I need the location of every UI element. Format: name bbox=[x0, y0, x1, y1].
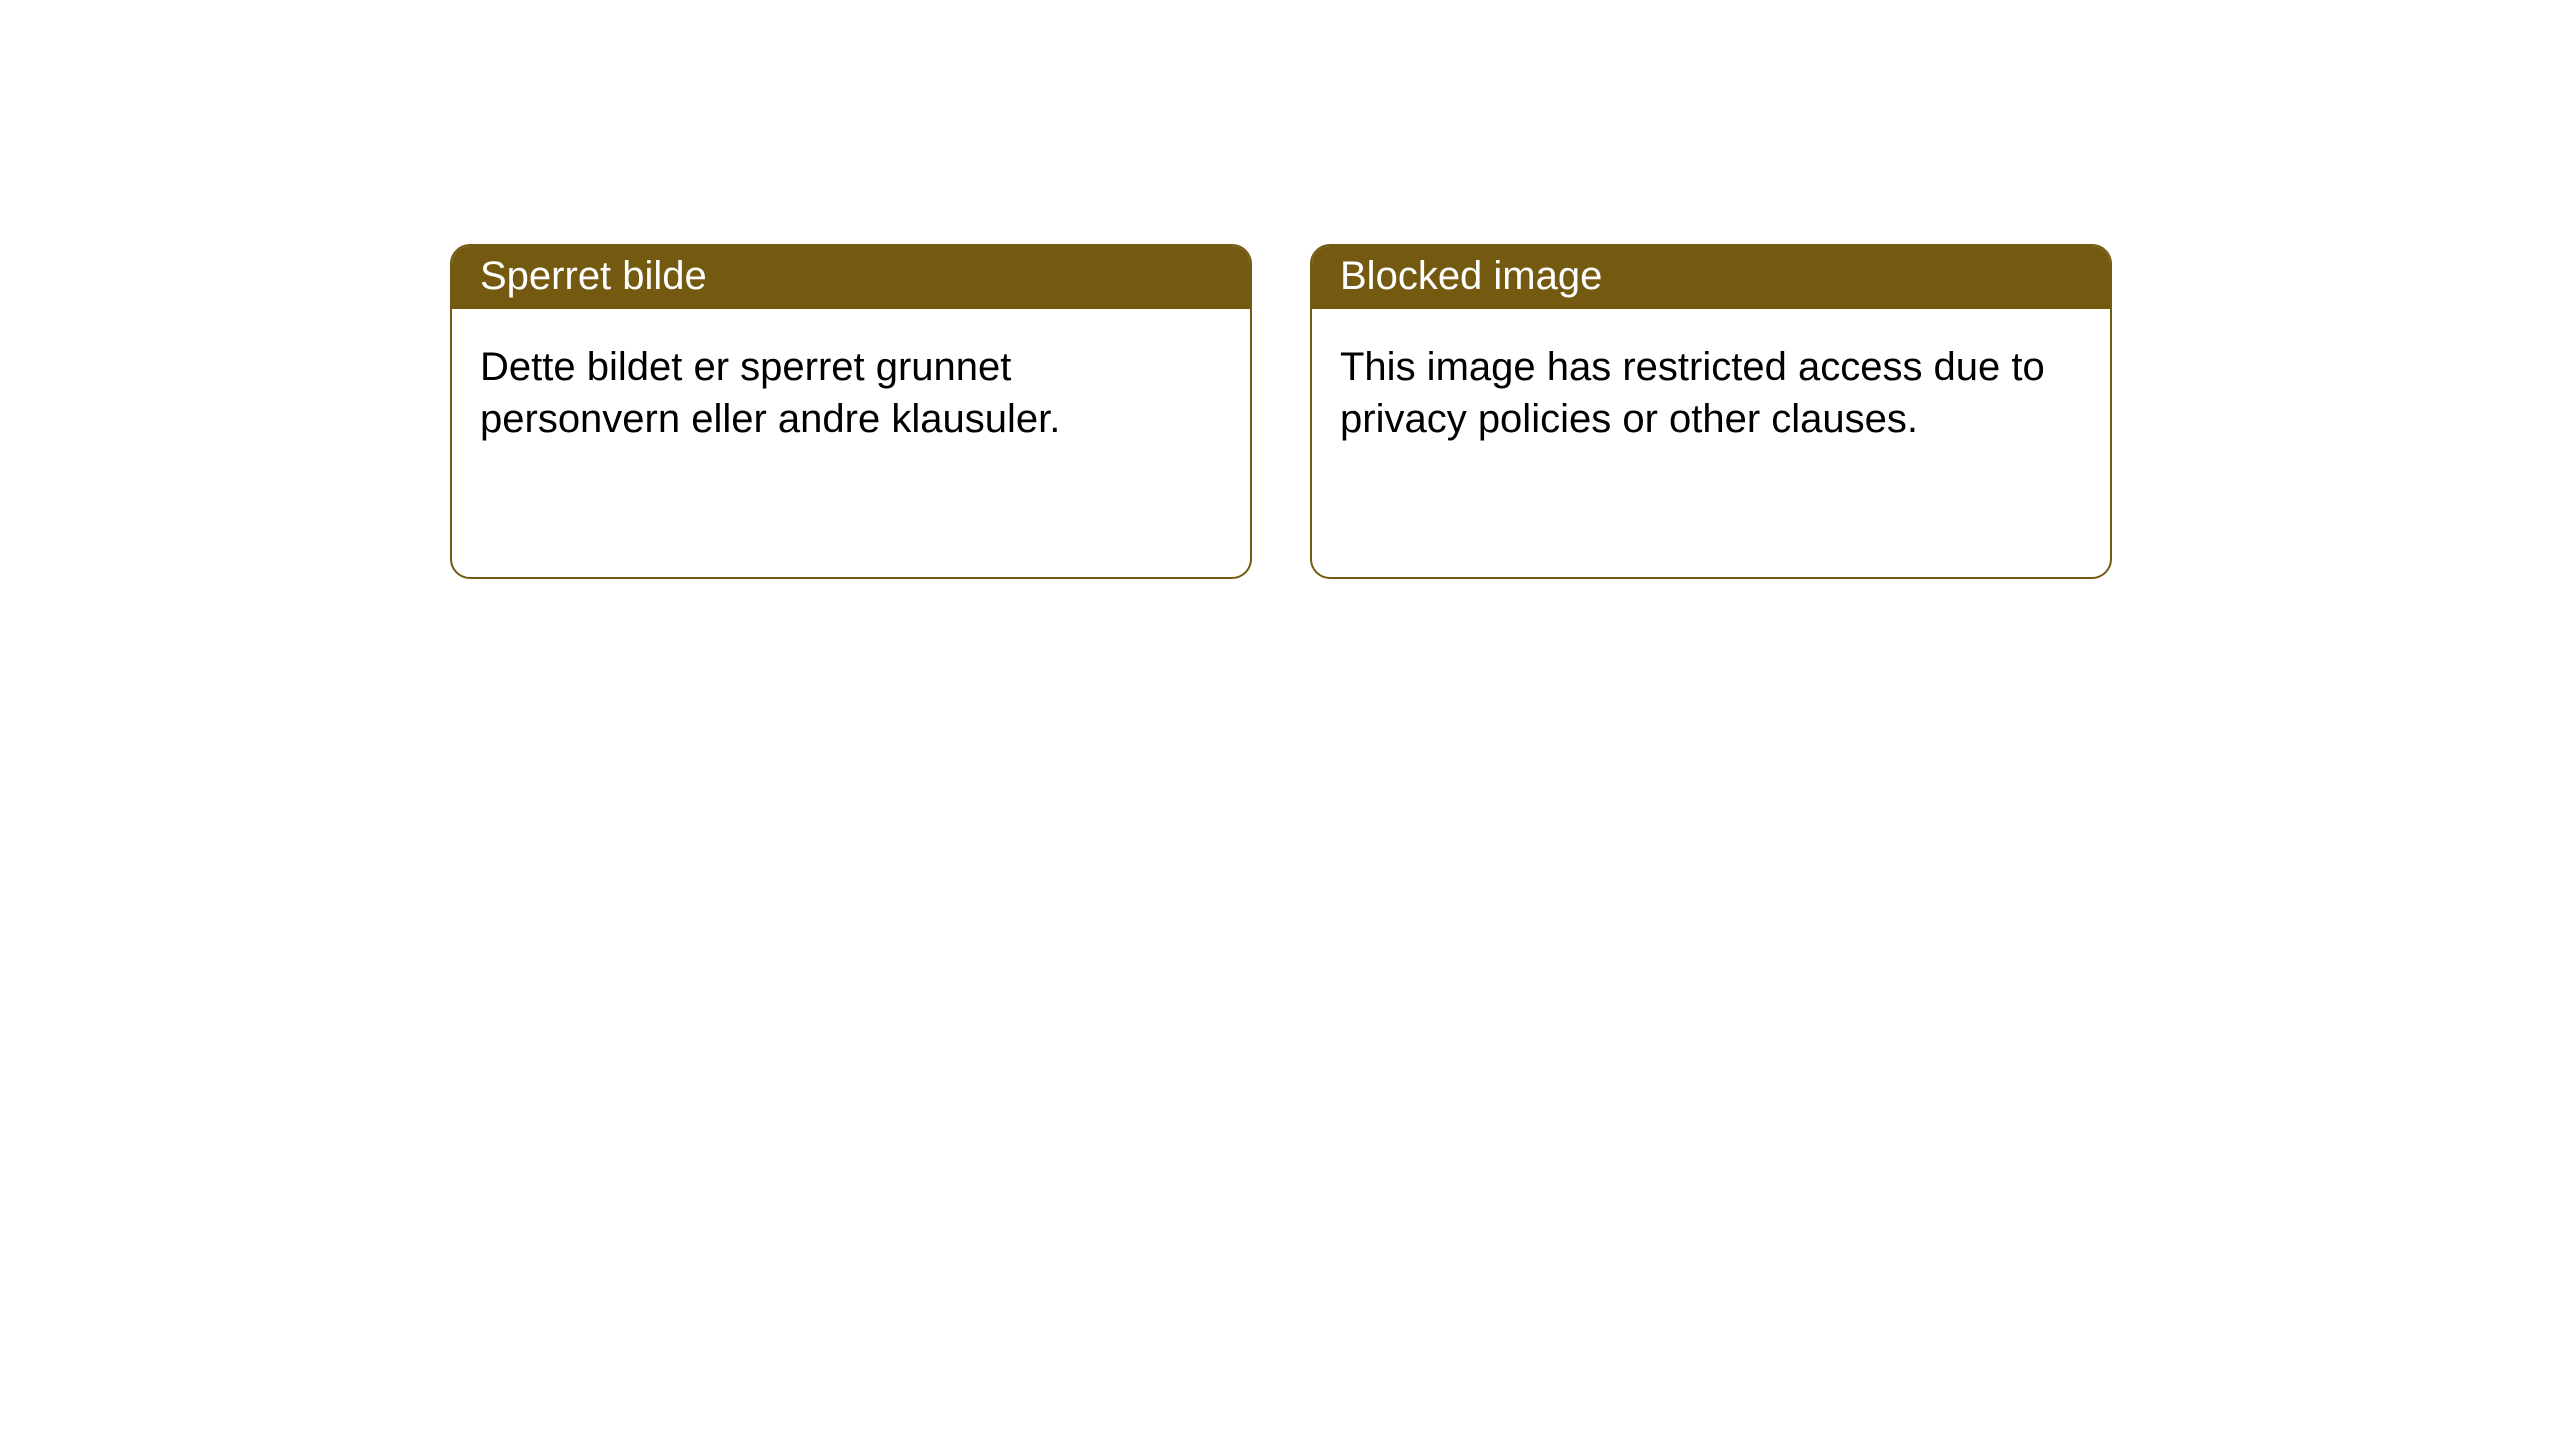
card-header: Blocked image bbox=[1312, 246, 2110, 309]
card-body: Dette bildet er sperret grunnet personve… bbox=[452, 309, 1250, 477]
card-body: This image has restricted access due to … bbox=[1312, 309, 2110, 477]
card-body-text: Dette bildet er sperret grunnet personve… bbox=[480, 345, 1060, 441]
notice-card-norwegian: Sperret bilde Dette bildet er sperret gr… bbox=[450, 244, 1252, 579]
notice-cards-container: Sperret bilde Dette bildet er sperret gr… bbox=[0, 0, 2560, 579]
notice-card-english: Blocked image This image has restricted … bbox=[1310, 244, 2112, 579]
card-title: Blocked image bbox=[1340, 254, 1602, 298]
card-title: Sperret bilde bbox=[480, 254, 707, 298]
card-body-text: This image has restricted access due to … bbox=[1340, 345, 2045, 441]
card-header: Sperret bilde bbox=[452, 246, 1250, 309]
